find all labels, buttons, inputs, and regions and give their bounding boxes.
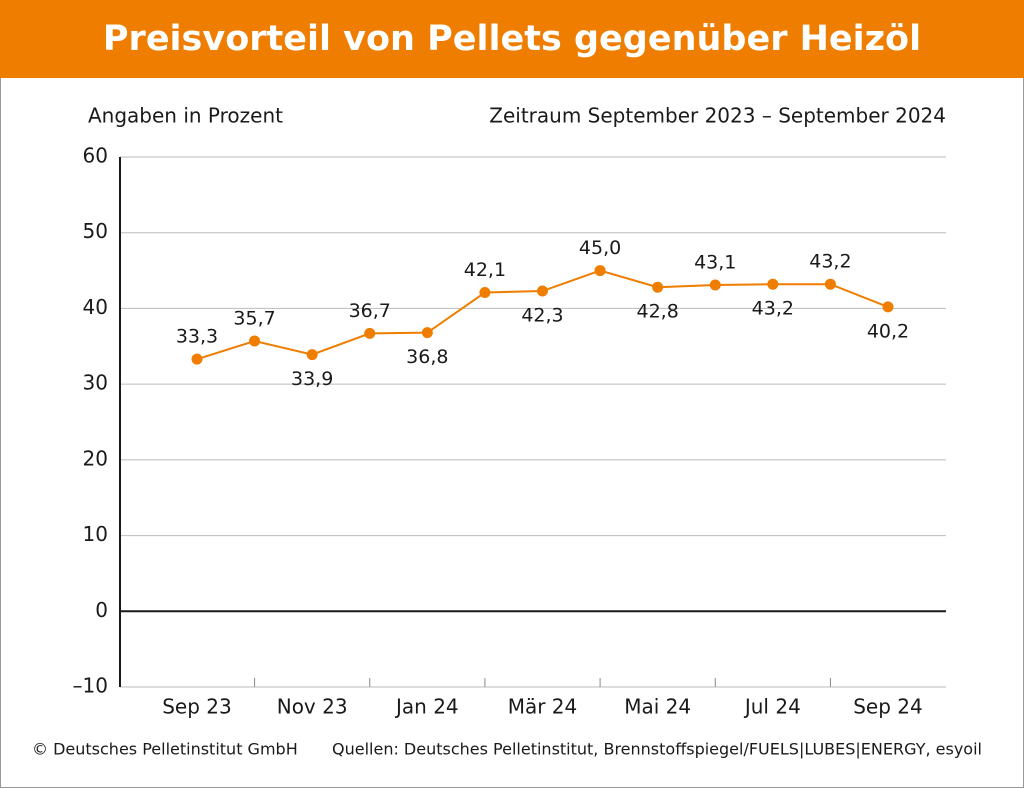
- value-label: 33,3: [176, 326, 218, 348]
- copyright: © Deutsches Pelletinstitut GmbH: [32, 740, 298, 759]
- point: [421, 327, 433, 339]
- x-tick-label: Jan 24: [394, 695, 459, 719]
- point: [652, 281, 664, 293]
- y-tick-label: 30: [83, 371, 108, 395]
- y-tick-label: 50: [83, 219, 108, 243]
- value-label: 42,3: [521, 305, 563, 327]
- point: [249, 335, 261, 347]
- value-label: 35,7: [233, 307, 275, 329]
- x-tick-label: Jul 24: [743, 695, 801, 719]
- y-tick-label: –10: [73, 674, 108, 698]
- value-label: 42,1: [464, 259, 506, 281]
- y-tick-label: 10: [83, 522, 108, 546]
- point: [364, 327, 376, 339]
- subtitle: Angaben in Prozent: [88, 104, 283, 128]
- point: [479, 287, 491, 299]
- chart-title: Preisvorteil von Pellets gegenüber Heizö…: [103, 19, 921, 59]
- y-tick-label: 60: [83, 144, 108, 168]
- header-band: [0, 0, 1024, 78]
- value-label: 43,2: [809, 251, 851, 273]
- x-tick-label: Sep 23: [162, 695, 232, 719]
- point: [594, 265, 606, 277]
- period: Zeitraum September 2023 – September 2024: [489, 104, 946, 128]
- point: [709, 279, 721, 291]
- value-label: 40,2: [867, 320, 909, 342]
- value-label: 36,8: [406, 346, 448, 368]
- point: [767, 278, 779, 290]
- x-tick-label: Sep 24: [853, 695, 923, 719]
- x-tick-label: Mär 24: [508, 695, 578, 719]
- y-tick-label: 20: [83, 446, 108, 470]
- value-label: 36,7: [349, 300, 391, 322]
- sources: Quellen: Deutsches Pelletinstitut, Brenn…: [332, 740, 982, 759]
- value-label: 43,2: [752, 298, 794, 320]
- point: [537, 285, 548, 297]
- y-tick-label: 0: [95, 598, 108, 622]
- x-tick-label: Nov 23: [277, 695, 348, 719]
- value-label: 43,1: [694, 251, 736, 273]
- x-tick-label: Mai 24: [624, 695, 691, 719]
- value-label: 33,9: [291, 368, 333, 390]
- point: [882, 301, 894, 313]
- y-tick-label: 40: [83, 295, 108, 319]
- point: [306, 349, 318, 361]
- value-label: 45,0: [579, 237, 621, 259]
- point: [191, 353, 203, 365]
- value-label: 42,8: [637, 301, 679, 323]
- point: [824, 278, 836, 290]
